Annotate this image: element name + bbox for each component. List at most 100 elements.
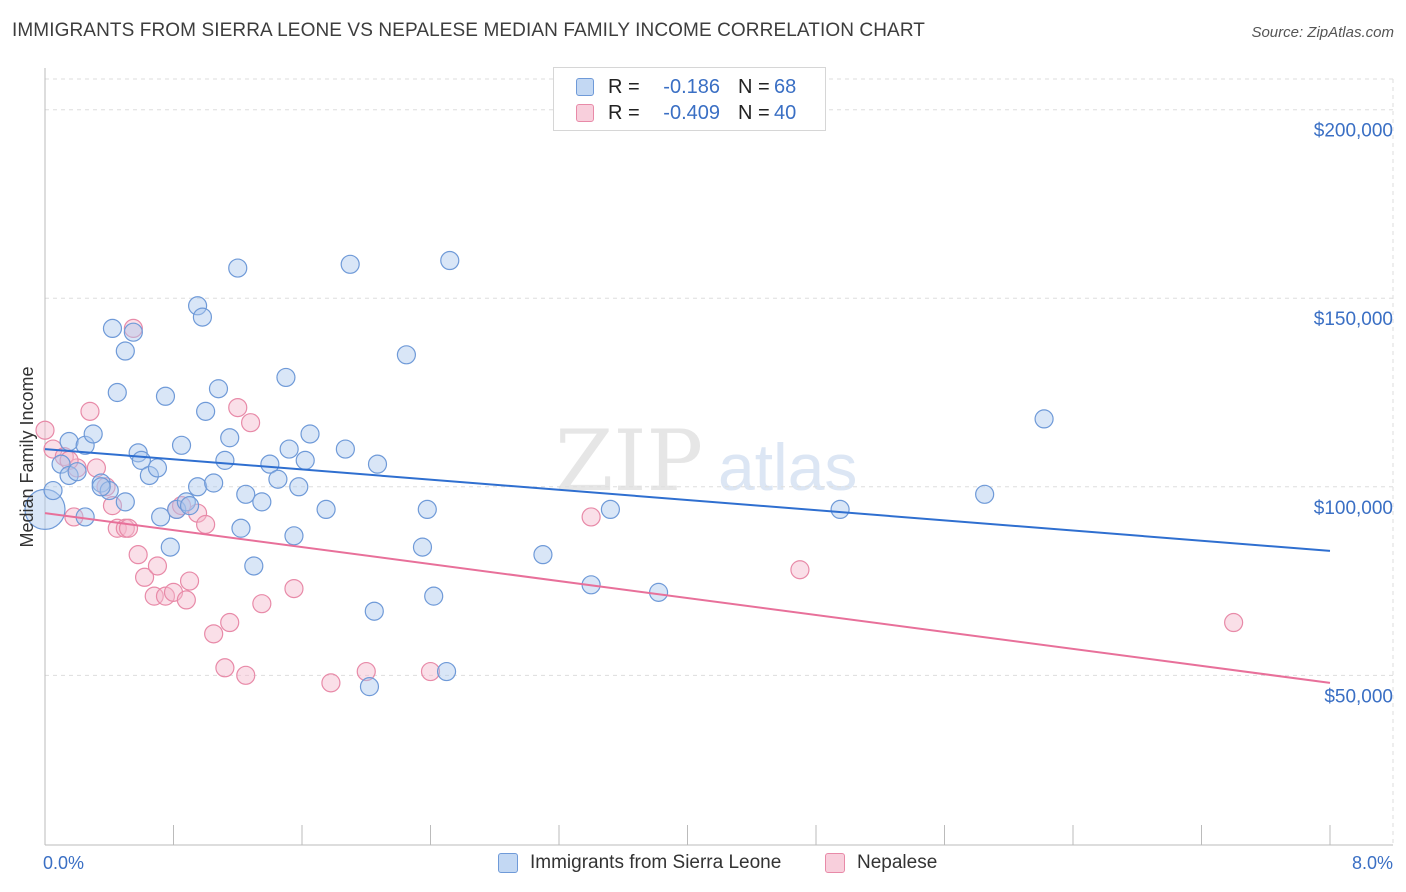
nepalese-point	[128, 545, 148, 565]
sierra-leone-point	[171, 435, 192, 455]
x-tick-label-max: 8.0%	[1352, 853, 1393, 873]
nepalese-points	[35, 318, 1244, 693]
y-tick-label: $50,000	[1324, 686, 1393, 707]
sierra-leone-point	[417, 499, 437, 520]
watermark-atlas: atlas	[718, 430, 857, 504]
nepalese-point	[118, 518, 139, 538]
chart-title: IMMIGRANTS FROM SIERRA LEONE VS NEPALESE…	[12, 20, 926, 41]
nepalese-point	[144, 586, 164, 606]
y-tick-label: $100,000	[1314, 498, 1393, 519]
legend-n-label: N =	[738, 101, 770, 124]
nepalese-point	[215, 658, 235, 678]
sierra-leone-point	[179, 496, 200, 516]
legend-n-value: 68	[774, 75, 797, 98]
sierra-leone-point	[67, 462, 87, 482]
sierra-leone-point	[83, 424, 103, 444]
sierra-leone-point	[1034, 409, 1054, 429]
sierra-leone-point	[228, 258, 248, 278]
x-tick-label-min: 0.0%	[43, 853, 84, 873]
sierra-leone-point	[276, 367, 296, 388]
nepalese-point	[321, 673, 341, 693]
legend-r-label: R =	[608, 75, 640, 98]
sierra-leone-point	[160, 537, 180, 557]
sierra-leone-point	[268, 469, 288, 489]
sierra-leone-point	[340, 254, 360, 274]
sierra-leone-point	[215, 450, 235, 470]
source-label: Source: ZipAtlas.com	[1251, 24, 1394, 41]
series-legend-label: Nepalese	[857, 852, 938, 873]
sierra-leone-point	[102, 318, 123, 339]
series-swatch-pink	[825, 853, 845, 873]
nepalese-point	[102, 496, 123, 516]
nepalese-point	[196, 514, 216, 535]
nepalese-point	[236, 665, 256, 685]
sierra-leone-point	[252, 492, 272, 512]
y-tick-label: $150,000	[1314, 309, 1393, 330]
sierra-leone-point	[412, 537, 433, 557]
sierra-leone-point	[284, 526, 304, 546]
sierra-leone-point	[187, 296, 208, 316]
nepalese-point	[790, 560, 810, 580]
sierra-leone-point	[187, 477, 208, 497]
nepalese-point	[228, 397, 248, 418]
sierra-leone-point	[260, 454, 280, 474]
nepalese-point	[241, 413, 261, 433]
nepalese-point	[179, 571, 200, 591]
sierra-leone-point	[300, 424, 320, 444]
sierra-leone-points	[24, 250, 1054, 697]
sierra-leone-point	[244, 556, 264, 576]
sierra-leone-point	[231, 518, 251, 538]
sierra-leone-point	[208, 379, 229, 399]
axes	[44, 68, 1393, 846]
sierra-leone-point	[359, 677, 380, 697]
sierra-leone-point	[220, 428, 240, 448]
legend-swatch-pink	[576, 104, 594, 122]
sierra-leone-point	[147, 458, 168, 478]
nepalese-point	[252, 594, 272, 614]
sierra-leone-point	[139, 465, 160, 486]
watermark: ZIP atlas	[555, 412, 857, 510]
sierra-leone-point	[176, 492, 196, 512]
sierra-leone-point	[424, 586, 444, 606]
series-legend-nepalese[interactable]: Nepalese	[825, 852, 937, 874]
series-swatch-blue	[498, 853, 518, 873]
legend-row-sierra-leone: R = -0.186 N = 68	[576, 75, 814, 99]
nepalese-point	[581, 507, 601, 527]
sierra-leone-point	[192, 307, 213, 327]
watermark-zip: ZIP	[555, 412, 703, 510]
nepalese-point	[80, 401, 100, 421]
series-legend-sierra-leone[interactable]: Immigrants from Sierra Leone	[498, 852, 781, 874]
sierra-leone-point	[59, 431, 79, 452]
sierra-leone-point	[75, 435, 95, 455]
sierra-leone-point	[975, 484, 995, 504]
legend-n-label: N =	[738, 75, 770, 98]
sierra-leone-point	[167, 499, 187, 520]
sierra-leone-trend-line	[44, 448, 1331, 552]
sierra-leone-point	[436, 661, 457, 682]
nepalese-point	[420, 661, 441, 682]
nepalese-point	[1224, 612, 1244, 633]
nepalese-point	[35, 420, 55, 440]
sierra-leone-point	[830, 499, 850, 520]
sierra-leone-point	[43, 480, 63, 501]
nepalese-point	[147, 556, 168, 576]
sierra-leone-point	[151, 507, 171, 527]
sierra-leone-point	[236, 484, 256, 504]
legend-r-value: -0.186	[663, 75, 720, 98]
sierra-leone-point	[115, 341, 135, 361]
nepalese-point	[220, 612, 240, 633]
legend-n-value: 40	[774, 101, 797, 124]
stats-legend: R = -0.186 N = 68 R = -0.409 N = 40	[553, 67, 826, 131]
nepalese-point	[134, 567, 155, 587]
nepalese-point	[204, 624, 224, 644]
sierra-leone-point	[204, 473, 224, 493]
series-legend-label: Immigrants from Sierra Leone	[530, 852, 782, 873]
nepalese-point	[284, 578, 304, 599]
y-tick-label: $200,000	[1314, 121, 1393, 142]
nepalese-point	[356, 661, 376, 682]
sierra-leone-point	[123, 322, 143, 342]
nepalese-point	[176, 590, 196, 610]
legend-r-value: -0.409	[663, 101, 720, 124]
sierra-leone-point	[335, 439, 355, 459]
